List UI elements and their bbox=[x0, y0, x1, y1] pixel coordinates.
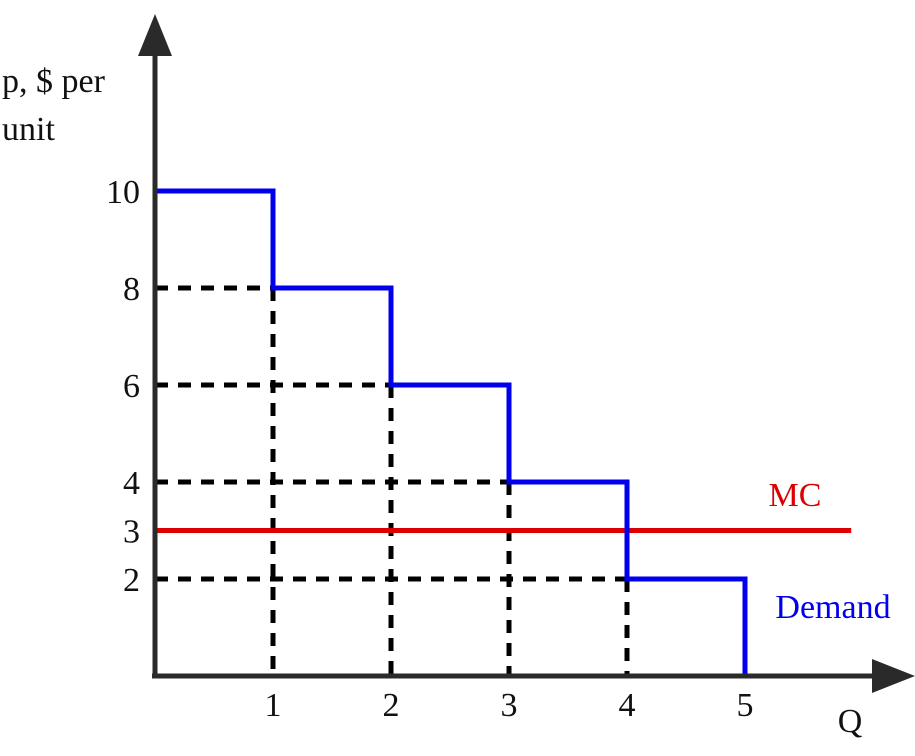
y-axis-arrow-icon bbox=[138, 14, 172, 56]
tick-labels: 1 2 3 4 5 10 8 6 4 3 2 bbox=[106, 174, 754, 724]
y-tick-label-6: 6 bbox=[123, 368, 140, 405]
y-tick-label-8: 8 bbox=[123, 271, 140, 308]
x-axis-label: Q bbox=[838, 703, 863, 740]
y-axis-label-line-2: unit bbox=[2, 111, 55, 148]
y-tick-label-4: 4 bbox=[123, 465, 140, 502]
x-tick-label-5: 5 bbox=[737, 687, 754, 724]
y-tick-label-2: 2 bbox=[123, 562, 140, 599]
x-tick-label-3: 3 bbox=[501, 687, 518, 724]
y-tick-label-3: 3 bbox=[123, 514, 140, 551]
x-axis-arrow-icon bbox=[872, 659, 915, 693]
axes bbox=[138, 14, 915, 693]
y-tick-label-10: 10 bbox=[106, 174, 140, 211]
x-tick-label-2: 2 bbox=[383, 687, 400, 724]
x-tick-label-4: 4 bbox=[619, 687, 636, 724]
series-layer bbox=[155, 188, 852, 676]
demand-series-label: Demand bbox=[775, 589, 890, 626]
demand-step-line bbox=[155, 188, 748, 676]
labels: p, $ per unit Q MC Demand bbox=[2, 63, 891, 740]
mc-series-label: MC bbox=[769, 477, 822, 514]
y-axis-label-line-1: p, $ per bbox=[2, 63, 106, 100]
x-tick-label-1: 1 bbox=[265, 687, 282, 724]
